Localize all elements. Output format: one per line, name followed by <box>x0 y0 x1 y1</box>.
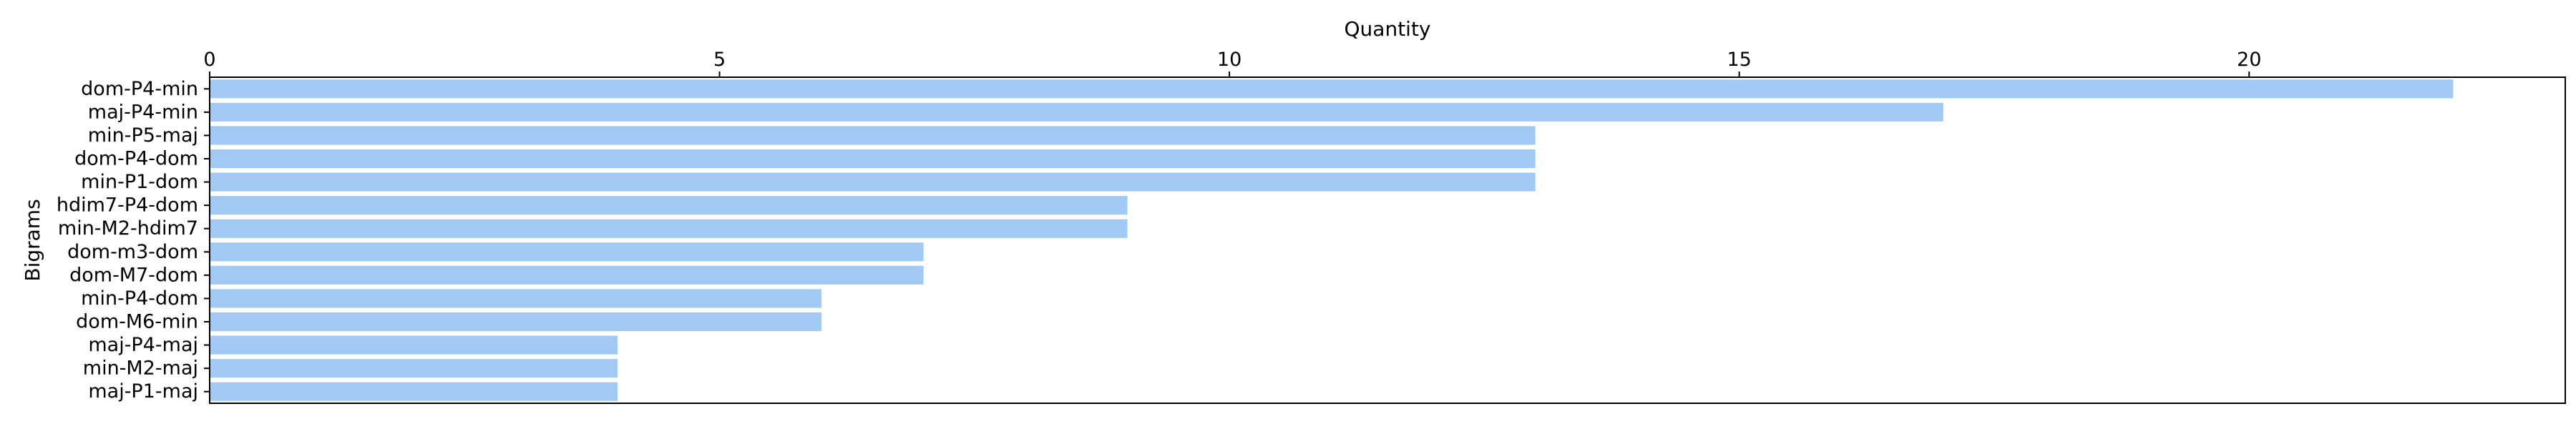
y-tick-label: min-M2-maj <box>83 358 198 380</box>
bar-dom-M6-min <box>210 312 822 332</box>
y-tick-label: maj-P1-maj <box>88 380 198 403</box>
x-axis-title: Quantity <box>1345 17 1431 41</box>
y-tick-label: dom-M6-min <box>76 311 198 333</box>
y-tick-label: dom-P4-min <box>81 78 198 100</box>
x-tick-label: 10 <box>1217 49 1241 71</box>
y-tick-label: dom-P4-dom <box>74 148 198 170</box>
y-tick-label: min-P5-maj <box>88 124 198 147</box>
bar-maj-P4-min <box>210 102 1943 122</box>
x-tick-label: 0 <box>203 49 215 71</box>
y-tick-label: maj-P4-maj <box>88 334 198 356</box>
y-tick-label: hdim7-P4-dom <box>57 194 198 217</box>
x-tick-label: 15 <box>1727 49 1751 71</box>
y-tick-label: maj-P4-min <box>88 101 198 123</box>
bar-dom-P4-min <box>210 79 2454 99</box>
bar-maj-P4-maj <box>210 335 618 355</box>
y-tick-label: dom-m3-dom <box>67 241 198 263</box>
y-axis-title: Bigrams <box>21 199 44 281</box>
x-tick-label: 5 <box>713 49 726 71</box>
plot-frame <box>209 77 2566 404</box>
y-tick-label: min-M2-hdim7 <box>58 217 198 240</box>
y-tick-label: min-P4-dom <box>81 287 198 310</box>
bar-min-M2-maj <box>210 359 618 378</box>
bar-maj-P1-maj <box>210 382 618 401</box>
bars-layer <box>210 79 2454 401</box>
ticks-layer: dom-P4-minmaj-P4-minmin-P5-majdom-P4-dom… <box>57 49 2262 403</box>
bar-dom-P4-dom <box>210 149 1536 169</box>
bar-dom-m3-dom <box>210 242 924 262</box>
bar-min-P4-dom <box>210 289 822 308</box>
y-tick-label: min-P1-dom <box>81 171 198 193</box>
bar-min-M2-hdim7 <box>210 219 1128 238</box>
bar-min-P5-maj <box>210 126 1536 145</box>
x-tick-label: 20 <box>2237 49 2261 71</box>
y-tick-label: dom-M7-dom <box>69 264 198 286</box>
bar-hdim7-P4-dom <box>210 196 1128 215</box>
bar-min-P1-dom <box>210 172 1536 192</box>
bar-dom-M7-dom <box>210 265 924 285</box>
